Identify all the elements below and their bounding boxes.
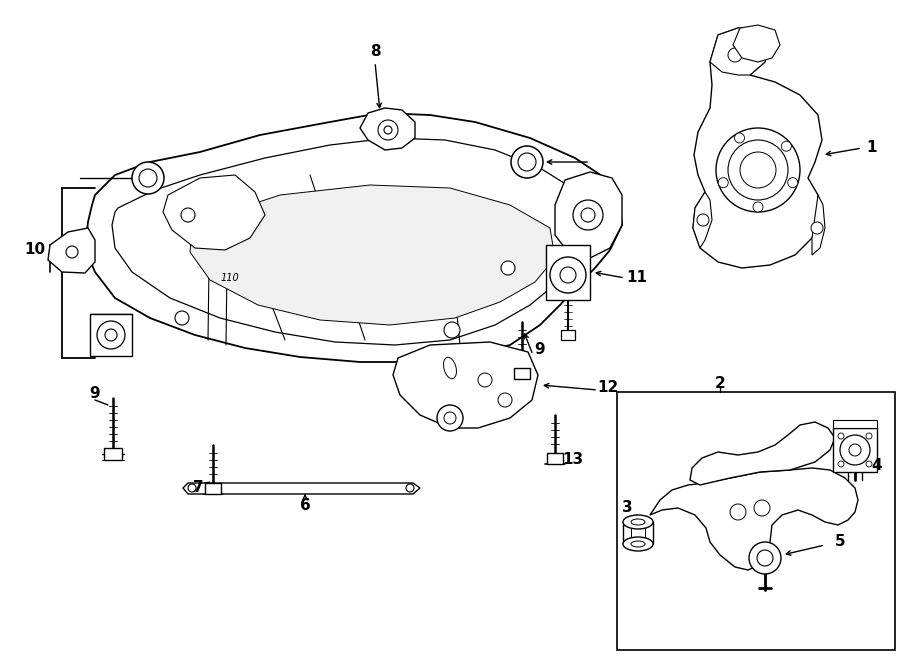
Polygon shape bbox=[85, 113, 622, 362]
Polygon shape bbox=[360, 108, 415, 150]
Ellipse shape bbox=[623, 537, 653, 551]
Bar bbox=[833, 428, 877, 472]
Circle shape bbox=[838, 433, 844, 439]
Circle shape bbox=[132, 162, 164, 194]
Circle shape bbox=[437, 405, 463, 431]
Circle shape bbox=[188, 484, 196, 492]
Bar bbox=[833, 420, 877, 428]
Polygon shape bbox=[710, 28, 768, 75]
Bar bbox=[514, 368, 530, 379]
Bar bbox=[205, 483, 221, 494]
Text: 2: 2 bbox=[715, 375, 725, 391]
Text: 12: 12 bbox=[598, 381, 618, 395]
Polygon shape bbox=[163, 175, 265, 250]
Circle shape bbox=[478, 373, 492, 387]
Polygon shape bbox=[190, 185, 555, 325]
Circle shape bbox=[105, 329, 117, 341]
Circle shape bbox=[754, 500, 770, 516]
Bar bbox=[561, 330, 575, 340]
Bar bbox=[546, 245, 590, 300]
Polygon shape bbox=[48, 228, 95, 273]
Polygon shape bbox=[555, 172, 622, 258]
Bar bbox=[617, 392, 895, 650]
Ellipse shape bbox=[623, 515, 653, 529]
Circle shape bbox=[560, 267, 576, 283]
Circle shape bbox=[444, 322, 460, 338]
Circle shape bbox=[753, 202, 763, 212]
Circle shape bbox=[498, 393, 512, 407]
Circle shape bbox=[734, 133, 744, 143]
Text: 5: 5 bbox=[834, 535, 845, 549]
Circle shape bbox=[728, 48, 742, 62]
Polygon shape bbox=[693, 28, 822, 268]
Text: 9: 9 bbox=[90, 385, 100, 401]
Text: 6: 6 bbox=[300, 498, 310, 512]
Polygon shape bbox=[733, 25, 780, 62]
Text: 1: 1 bbox=[867, 141, 877, 155]
Circle shape bbox=[840, 435, 870, 465]
Polygon shape bbox=[393, 342, 538, 428]
Circle shape bbox=[378, 120, 398, 140]
Text: 10: 10 bbox=[24, 243, 46, 258]
Circle shape bbox=[716, 128, 800, 212]
Text: 3: 3 bbox=[622, 500, 633, 516]
Circle shape bbox=[849, 444, 861, 456]
Circle shape bbox=[866, 461, 872, 467]
Circle shape bbox=[573, 200, 603, 230]
Circle shape bbox=[749, 542, 781, 574]
Polygon shape bbox=[812, 195, 825, 255]
Circle shape bbox=[97, 321, 125, 349]
Circle shape bbox=[139, 169, 157, 187]
Ellipse shape bbox=[631, 541, 645, 547]
Circle shape bbox=[181, 208, 195, 222]
Circle shape bbox=[730, 504, 746, 520]
Polygon shape bbox=[112, 138, 590, 345]
Circle shape bbox=[740, 152, 776, 188]
Circle shape bbox=[697, 214, 709, 226]
Text: 9: 9 bbox=[535, 342, 545, 358]
Text: 11: 11 bbox=[626, 270, 647, 286]
Circle shape bbox=[175, 311, 189, 325]
Bar bbox=[90, 314, 132, 356]
Circle shape bbox=[788, 178, 797, 188]
Bar bbox=[104, 448, 122, 460]
Text: 13: 13 bbox=[562, 453, 583, 467]
Circle shape bbox=[511, 146, 543, 178]
Circle shape bbox=[518, 153, 536, 171]
Circle shape bbox=[781, 141, 791, 151]
Circle shape bbox=[406, 484, 414, 492]
Bar bbox=[547, 453, 563, 464]
Circle shape bbox=[838, 461, 844, 467]
Circle shape bbox=[66, 246, 78, 258]
Polygon shape bbox=[693, 192, 712, 248]
Circle shape bbox=[728, 140, 788, 200]
Circle shape bbox=[384, 126, 392, 134]
Polygon shape bbox=[650, 468, 858, 570]
Circle shape bbox=[550, 257, 586, 293]
Circle shape bbox=[866, 433, 872, 439]
Circle shape bbox=[581, 208, 595, 222]
Text: 7: 7 bbox=[193, 481, 203, 496]
Circle shape bbox=[501, 261, 515, 275]
Polygon shape bbox=[183, 483, 420, 494]
Circle shape bbox=[811, 222, 823, 234]
Text: 8: 8 bbox=[370, 44, 381, 59]
Circle shape bbox=[444, 412, 456, 424]
Text: 110: 110 bbox=[220, 273, 239, 283]
Circle shape bbox=[718, 178, 728, 188]
Circle shape bbox=[757, 550, 773, 566]
Polygon shape bbox=[690, 422, 835, 485]
Text: 4: 4 bbox=[872, 457, 882, 473]
Ellipse shape bbox=[631, 519, 645, 525]
Ellipse shape bbox=[444, 357, 456, 379]
